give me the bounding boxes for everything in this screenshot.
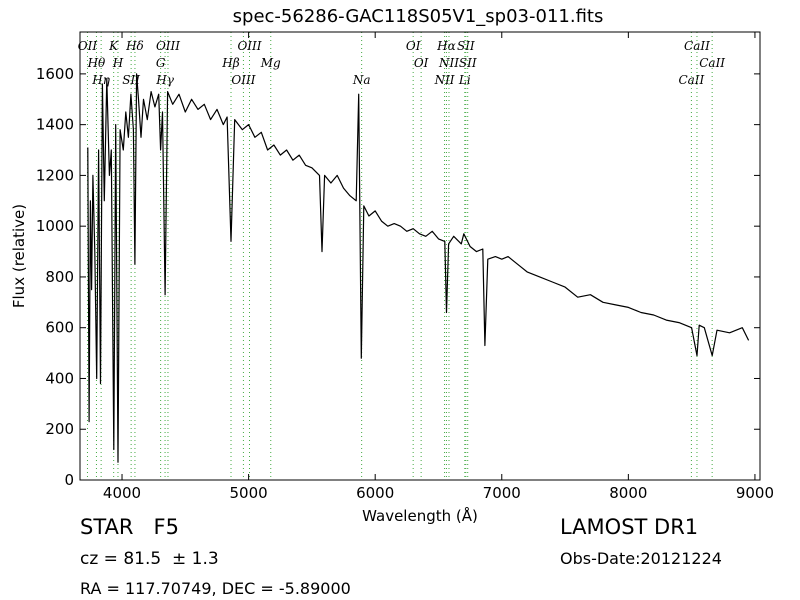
redshift: cz = 81.5 ± 1.3 — [80, 549, 219, 569]
y-tick-label: 400 — [45, 369, 74, 387]
plot-frame — [79, 31, 761, 481]
spectral-line-label: G — [156, 56, 166, 70]
spectral-line-label: OIII — [156, 39, 180, 53]
spectral-line-label: SII — [122, 73, 140, 87]
y-axis-label: Flux (relative) — [10, 204, 28, 308]
spectral-line-label: OII — [78, 39, 98, 53]
spectral-line-label: OI — [414, 56, 429, 70]
spectral-line-label: CaII — [684, 39, 710, 53]
obs-date: Obs-Date:20121224 — [560, 549, 722, 568]
spectral-line-label: Hγ — [155, 73, 174, 87]
spectral-line-label: OI — [406, 39, 421, 53]
object-class: STAR F5 — [80, 515, 179, 539]
spectral-line-label: Hβ — [221, 56, 239, 70]
spectral-line-label: NII — [438, 56, 459, 70]
x-axis-label: Wavelength (Å) — [362, 506, 478, 525]
y-tick-label: 600 — [45, 319, 74, 337]
chart-title: spec-56286-GAC118S05V1_sp03-011.fits — [233, 6, 604, 27]
spectral-line-label: Hα — [436, 39, 456, 53]
x-tick-label: 9000 — [736, 484, 774, 502]
spectral-line-label: Na — [352, 73, 371, 87]
y-tick-label: 0 — [64, 471, 74, 489]
y-tick-label: 1600 — [36, 65, 74, 83]
y-tick-label: 800 — [45, 268, 74, 286]
spectral-line-label: SII — [457, 39, 475, 53]
spectral-line-label: SII — [459, 56, 477, 70]
spectral-line-label: Hη — [91, 73, 110, 87]
spectral-line-label: K — [108, 39, 119, 53]
x-tick-label: 7000 — [483, 484, 521, 502]
spectral-line-label: Mg — [260, 56, 281, 70]
x-tick-label: 4000 — [103, 484, 141, 502]
x-tick-label: 6000 — [356, 484, 394, 502]
x-tick-label: 5000 — [230, 484, 268, 502]
survey: LAMOST DR1 — [560, 515, 698, 539]
coordinates: RA = 117.70749, DEC = -5.89000 — [80, 579, 351, 598]
x-tick-label: 8000 — [609, 484, 647, 502]
spectral-line-label: H — [112, 56, 124, 70]
spectral-line-label: CaII — [678, 73, 704, 87]
spectral-line-label: Hδ — [125, 39, 144, 53]
y-tick-label: 1200 — [36, 166, 74, 184]
spectrum-line — [87, 73, 750, 463]
spectral-line-label: Li — [458, 73, 471, 87]
spectral-line-label: Hθ — [87, 56, 106, 70]
y-tick-label: 1400 — [36, 116, 74, 134]
y-tick-label: 1000 — [36, 217, 74, 235]
spectral-line-label: NII — [434, 73, 455, 87]
spectral-line-label: OIII — [237, 39, 261, 53]
spectral-line-label: CaII — [699, 56, 725, 70]
y-tick-label: 200 — [45, 420, 74, 438]
spectral-line-label: OIII — [231, 73, 255, 87]
